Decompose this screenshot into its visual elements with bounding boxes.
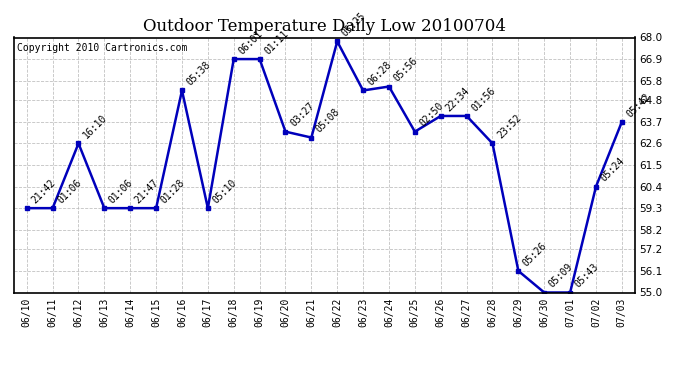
Text: 01:11: 01:11 (262, 28, 290, 56)
Text: 01:56: 01:56 (469, 86, 497, 113)
Text: 05:25: 05:25 (340, 11, 368, 39)
Text: 21:47: 21:47 (133, 177, 161, 206)
Title: Outdoor Temperature Daily Low 20100704: Outdoor Temperature Daily Low 20100704 (143, 18, 506, 34)
Text: 05:08: 05:08 (314, 107, 342, 135)
Text: 05:24: 05:24 (599, 156, 627, 184)
Text: 16:10: 16:10 (81, 113, 109, 141)
Text: 05:42: 05:42 (624, 91, 653, 119)
Text: Copyright 2010 Cartronics.com: Copyright 2010 Cartronics.com (17, 43, 187, 52)
Text: 05:43: 05:43 (573, 262, 601, 290)
Text: 21:42: 21:42 (30, 177, 57, 206)
Text: 23:52: 23:52 (495, 113, 523, 141)
Text: 05:56: 05:56 (392, 56, 420, 84)
Text: 02:50: 02:50 (417, 101, 446, 129)
Text: 06:28: 06:28 (366, 60, 394, 88)
Text: 03:27: 03:27 (288, 101, 316, 129)
Text: 22:34: 22:34 (444, 86, 471, 113)
Text: 01:06: 01:06 (107, 177, 135, 206)
Text: 05:10: 05:10 (210, 177, 239, 206)
Text: 05:26: 05:26 (521, 240, 549, 268)
Text: 06:01: 06:01 (237, 28, 264, 56)
Text: 05:38: 05:38 (185, 60, 213, 88)
Text: 01:28: 01:28 (159, 177, 187, 206)
Text: 05:09: 05:09 (547, 262, 575, 290)
Text: 01:06: 01:06 (55, 177, 83, 206)
